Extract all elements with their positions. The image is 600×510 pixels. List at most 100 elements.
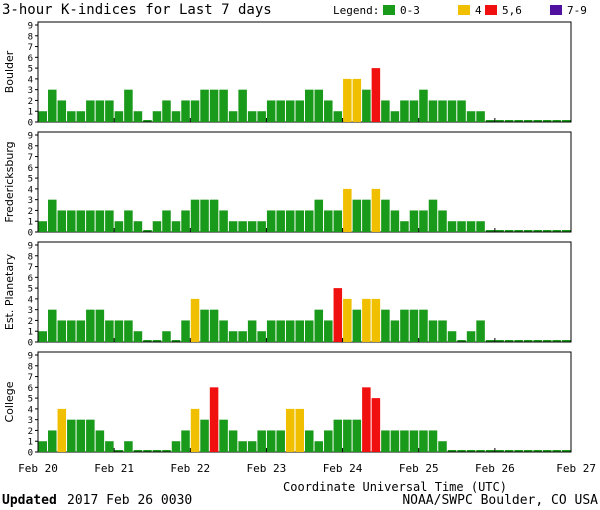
bar bbox=[343, 78, 352, 122]
bar bbox=[305, 89, 314, 122]
bar bbox=[247, 320, 257, 342]
y-tick-label: 6 bbox=[28, 54, 33, 64]
bar bbox=[181, 430, 190, 452]
panels: Boulder0123456789Fredericksburg012345678… bbox=[3, 21, 572, 459]
bar bbox=[457, 340, 466, 342]
bar bbox=[314, 309, 324, 342]
bar bbox=[447, 450, 457, 452]
y-axis-label: Est. Planetary bbox=[3, 253, 16, 330]
y-tick-label: 5 bbox=[28, 65, 33, 75]
bar bbox=[209, 89, 219, 122]
bar bbox=[514, 340, 523, 342]
bar bbox=[200, 419, 209, 452]
bar bbox=[476, 320, 485, 342]
bar bbox=[504, 450, 514, 452]
x-tick-label: Feb 27 bbox=[556, 462, 596, 475]
bar bbox=[162, 210, 171, 232]
bar bbox=[38, 221, 48, 232]
bar bbox=[419, 210, 428, 232]
x-axis-label: Coordinate Universal Time (UTC) bbox=[283, 480, 507, 494]
x-tick-label: Feb 24 bbox=[323, 462, 363, 475]
bar bbox=[48, 89, 57, 122]
bar bbox=[67, 210, 76, 232]
bar bbox=[438, 320, 447, 342]
bar bbox=[247, 221, 257, 232]
bar bbox=[190, 199, 200, 232]
chart-title: 3-hour K-indices for Last 7 days bbox=[2, 2, 272, 18]
y-tick-label: 1 bbox=[28, 108, 33, 118]
bar bbox=[95, 309, 105, 342]
bar bbox=[124, 89, 133, 122]
bar bbox=[362, 89, 371, 122]
bar bbox=[124, 320, 133, 342]
y-tick-label: 7 bbox=[28, 263, 33, 273]
bar bbox=[314, 89, 324, 122]
bar bbox=[495, 450, 504, 452]
bar bbox=[247, 441, 257, 452]
panel-frame bbox=[37, 241, 572, 343]
x-tick-label: Feb 23 bbox=[247, 462, 287, 475]
bar bbox=[190, 298, 200, 342]
bar bbox=[219, 89, 228, 122]
y-tick-label: 2 bbox=[28, 97, 33, 107]
source-credit: NOAA/SWPC Boulder, CO USA bbox=[402, 493, 598, 508]
bar bbox=[523, 120, 533, 122]
bar bbox=[257, 221, 266, 232]
bar bbox=[400, 309, 409, 342]
bar bbox=[485, 340, 495, 342]
bar bbox=[257, 111, 266, 122]
bar bbox=[67, 111, 76, 122]
bar bbox=[561, 340, 571, 342]
bar bbox=[57, 210, 67, 232]
bar bbox=[400, 221, 409, 232]
bar bbox=[133, 331, 143, 342]
y-tick-label: 8 bbox=[28, 32, 33, 42]
bar bbox=[381, 199, 390, 232]
bar bbox=[48, 199, 57, 232]
bar bbox=[362, 298, 371, 342]
bar bbox=[200, 89, 209, 122]
bar bbox=[209, 387, 219, 452]
bar bbox=[333, 288, 343, 342]
bar bbox=[324, 320, 333, 342]
bar bbox=[343, 188, 352, 232]
y-tick-label: 1 bbox=[28, 218, 33, 228]
bar bbox=[285, 320, 295, 342]
y-tick-label: 9 bbox=[28, 132, 33, 142]
bar bbox=[105, 441, 114, 452]
bar bbox=[76, 419, 86, 452]
bar bbox=[504, 120, 514, 122]
bar bbox=[542, 450, 552, 452]
bar bbox=[238, 441, 247, 452]
bar bbox=[352, 309, 362, 342]
bar bbox=[162, 100, 171, 122]
y-tick-label: 4 bbox=[28, 295, 33, 305]
bar bbox=[95, 210, 105, 232]
y-axis-label: Fredericksburg bbox=[3, 141, 16, 222]
bar bbox=[57, 320, 67, 342]
bar bbox=[228, 430, 238, 452]
legend-item-4: 4 bbox=[475, 4, 482, 17]
x-tick-label: Feb 25 bbox=[399, 462, 439, 475]
updated-value: 2017 Feb 26 0030 bbox=[67, 493, 192, 508]
y-tick-label: 5 bbox=[28, 175, 33, 185]
bar bbox=[371, 298, 381, 342]
bar bbox=[409, 100, 419, 122]
bar bbox=[48, 430, 57, 452]
x-tick-label: Feb 22 bbox=[170, 462, 210, 475]
bar bbox=[324, 430, 333, 452]
x-tick-label: Feb 21 bbox=[94, 462, 134, 475]
bar bbox=[38, 441, 48, 452]
bar bbox=[390, 430, 400, 452]
panel-frame bbox=[37, 21, 572, 123]
y-tick-label: 9 bbox=[28, 352, 33, 362]
bar bbox=[257, 331, 266, 342]
y-tick-label: 6 bbox=[28, 384, 33, 394]
bar bbox=[86, 419, 95, 452]
y-tick-label: 5 bbox=[28, 395, 33, 405]
bar bbox=[152, 111, 162, 122]
y-axis-label: Boulder bbox=[3, 50, 16, 93]
bar bbox=[333, 419, 343, 452]
